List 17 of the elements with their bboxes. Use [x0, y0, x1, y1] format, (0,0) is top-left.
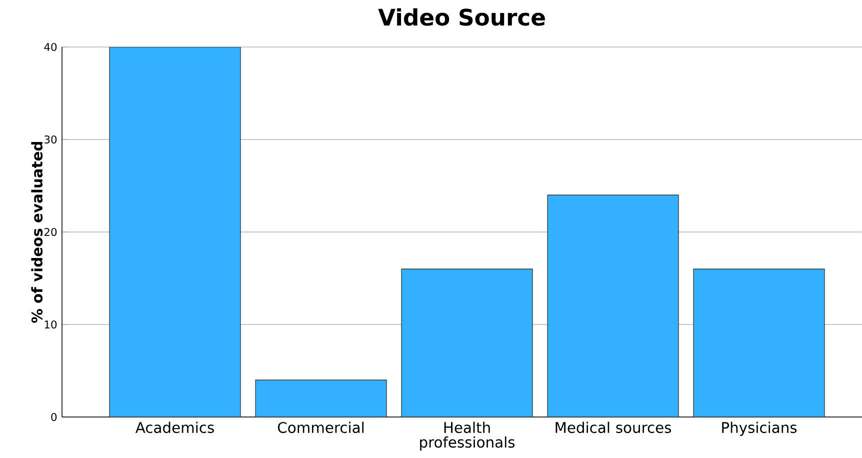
y-tick-label: 40 [44, 42, 57, 52]
y-axis-title: % of videos evaluated [31, 142, 43, 323]
bar [401, 268, 533, 417]
x-tick-label: Academics [136, 422, 214, 434]
bar [547, 194, 679, 417]
x-tick-label: Physicians [722, 422, 797, 436]
y-tick-label: 20 [44, 228, 57, 236]
x-tick-label: Health professionals [420, 422, 515, 451]
y-tick-label: 0 [51, 412, 57, 422]
y-tick-label: 10 [44, 320, 57, 329]
chart-title: Video Source [378, 8, 545, 26]
bar [255, 380, 387, 417]
y-tick-label: 30 [44, 135, 57, 144]
x-tick-label: Medical sources [556, 422, 672, 434]
bar [693, 268, 825, 417]
bar [109, 47, 241, 417]
x-tick-label: Commercial [278, 422, 364, 434]
